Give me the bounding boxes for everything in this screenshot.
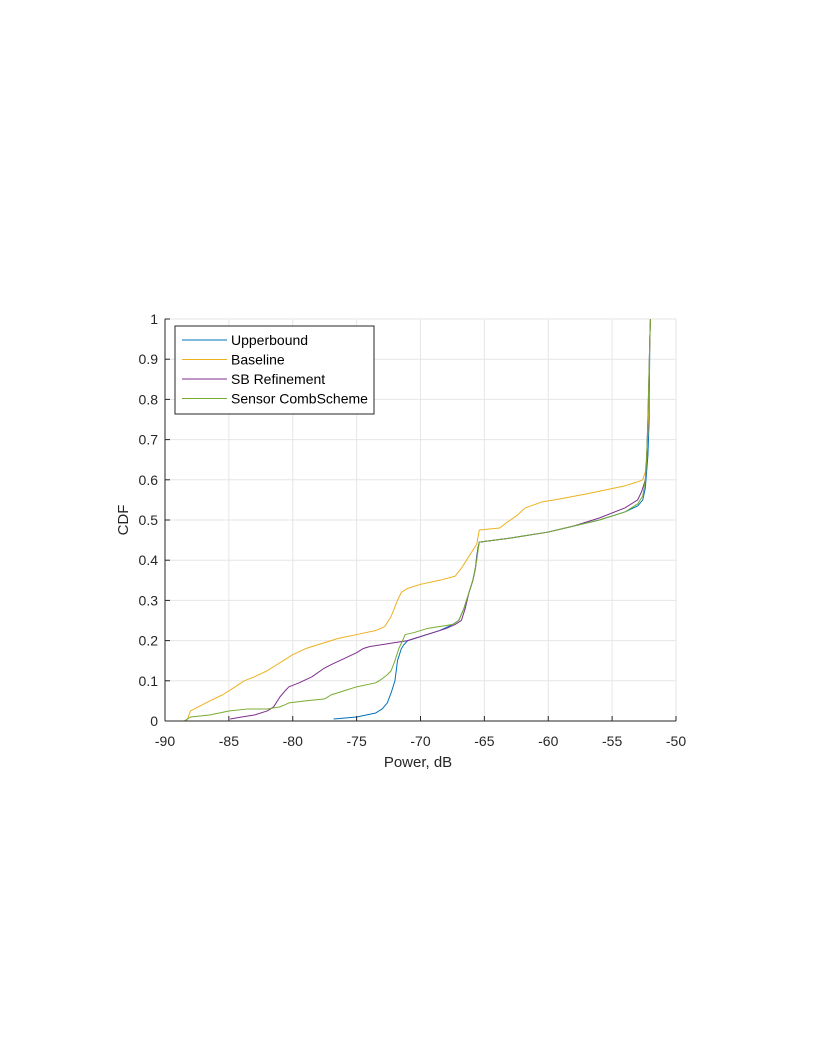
x-tick-label-5: -65 [474,733,494,749]
x-tick-label-2: -80 [283,733,303,749]
series-line-baseline [186,318,651,722]
y-tick-label-5: 0.5 [139,512,159,528]
series-line-sb-refinement [230,318,651,720]
y-tick-label-9: 0.9 [139,351,159,367]
y-tick-label-8: 0.8 [139,391,159,407]
x-tick-group: -90 -85 -80 -75 -70 -65 -60 -55 -50 [155,716,686,749]
x-axis-label: Power, dB [384,754,452,771]
legend-box [174,325,375,415]
legend-label-0: Upperbound [231,332,308,348]
y-tick-group: 0 0.1 0.2 0.3 0.4 0.5 0.6 0.7 0.8 0.9 1 [139,311,170,729]
y-tick-label-6: 0.6 [139,472,159,488]
series-line-sensor-combscheme [183,318,651,722]
x-tick-label-7: -55 [602,733,622,749]
x-tick-label-6: -60 [538,733,558,749]
legend-label-3: Sensor CombScheme [231,391,368,407]
x-tick-label-1: -85 [219,733,239,749]
legend: Upperbound Baseline SB Refinement Sensor Co… [174,325,375,415]
x-tick-label-0: -90 [155,733,175,749]
y-tick-label-7: 0.7 [139,432,159,448]
series-group [183,318,651,722]
y-tick-label-1: 0.1 [139,673,159,689]
y-tick-label-2: 0.2 [139,633,159,649]
y-tick-label-4: 0.4 [139,552,159,568]
y-tick-label-0: 0 [150,713,158,729]
y-tick-label-3: 0.3 [139,592,159,608]
y-axis-label: CDF [115,505,132,536]
legend-label-1: Baseline [231,352,285,368]
x-tick-label-4: -70 [410,733,430,749]
x-tick-label-8: -50 [666,733,686,749]
y-tick-label-10: 1 [150,311,158,327]
legend-label-2: SB Refinement [231,371,325,387]
x-tick-label-3: -75 [347,733,367,749]
